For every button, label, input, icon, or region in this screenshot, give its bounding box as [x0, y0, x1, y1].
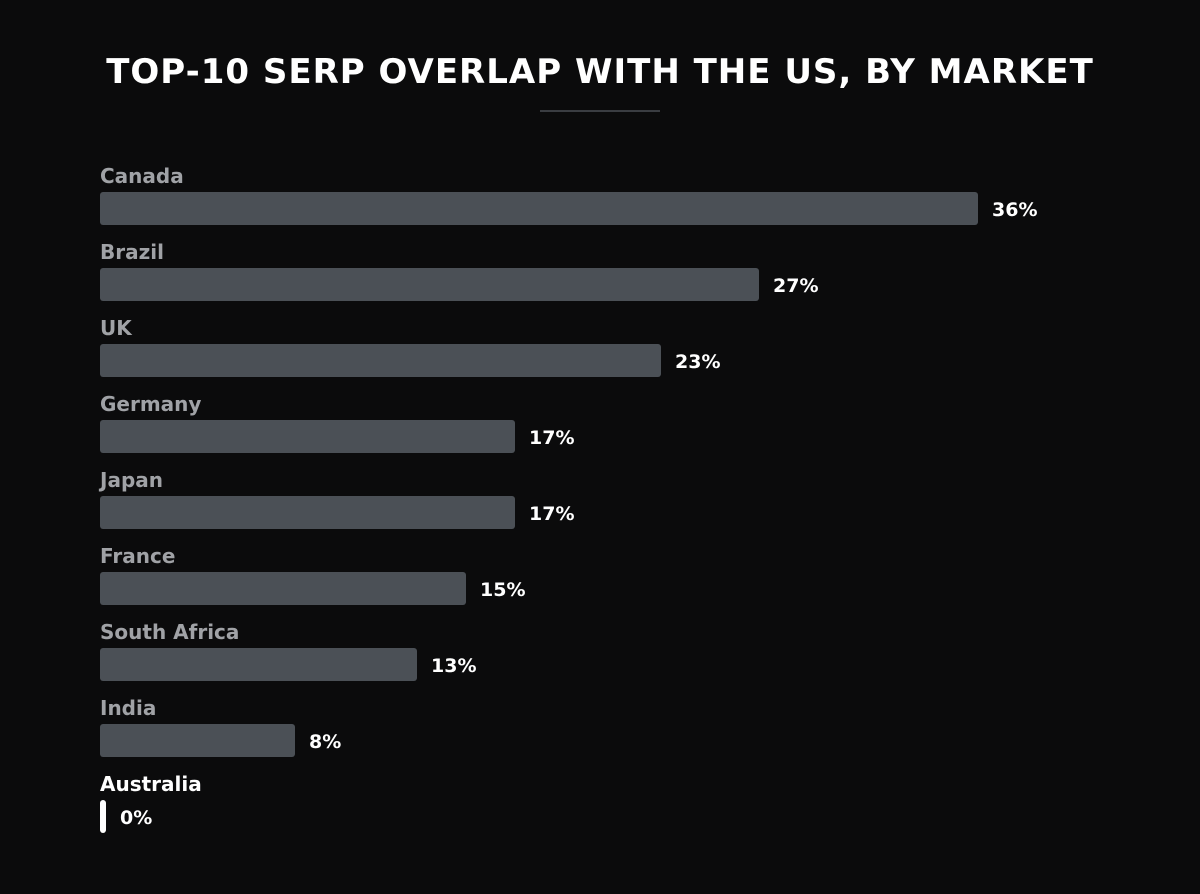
category-label: South Africa: [100, 620, 240, 644]
category-label: Japan: [100, 468, 163, 492]
bar: [100, 268, 759, 301]
value-label: 17%: [529, 503, 575, 525]
title-divider: [540, 110, 660, 112]
category-label: Brazil: [100, 240, 164, 264]
value-label: 8%: [309, 731, 342, 753]
bar: [100, 724, 295, 757]
value-label: 15%: [480, 579, 526, 601]
bar-row: Australia 0%: [100, 772, 1100, 848]
bar: [100, 572, 466, 605]
value-label: 23%: [675, 351, 721, 373]
category-label: UK: [100, 316, 132, 340]
bar-row: India 8%: [100, 696, 1100, 772]
category-label: Germany: [100, 392, 202, 416]
bar: [100, 648, 417, 681]
bar-chart: Canada 36% Brazil 27% UK 23% Germany 17% Japan 17…: [100, 164, 1100, 848]
category-label: Canada: [100, 164, 184, 188]
bar: [100, 192, 978, 225]
bar: [100, 420, 515, 453]
value-label: 27%: [773, 275, 819, 297]
value-label: 17%: [529, 427, 575, 449]
bar: [100, 800, 106, 833]
bar-row: Germany 17%: [100, 392, 1100, 468]
category-label: France: [100, 544, 176, 568]
bar-row: South Africa 13%: [100, 620, 1100, 696]
value-label: 0%: [120, 807, 153, 829]
value-label: 36%: [992, 199, 1038, 221]
bar: [100, 344, 661, 377]
bar-row: France 15%: [100, 544, 1100, 620]
bar-row: Japan 17%: [100, 468, 1100, 544]
bar-row: Canada 36%: [100, 164, 1100, 240]
category-label: Australia: [100, 772, 202, 796]
category-label: India: [100, 696, 157, 720]
bar-row: UK 23%: [100, 316, 1100, 392]
value-label: 13%: [431, 655, 477, 677]
chart-title: TOP-10 SERP OVERLAP WITH THE US, BY MARK…: [106, 52, 1094, 92]
bar-row: Brazil 27%: [100, 240, 1100, 316]
bar: [100, 496, 515, 529]
